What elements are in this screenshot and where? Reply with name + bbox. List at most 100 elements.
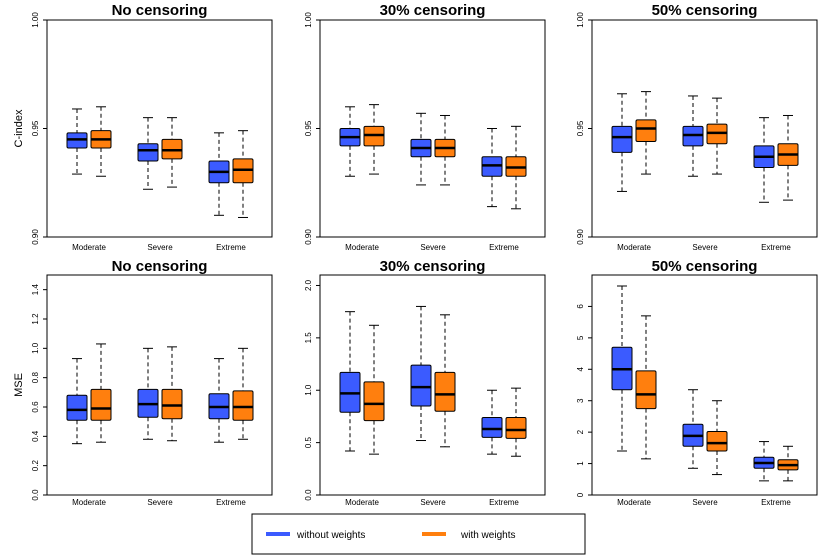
box-body bbox=[481, 416, 503, 438]
box-severe-with-weights bbox=[434, 314, 456, 448]
x-category-label-extreme: Extreme bbox=[216, 498, 246, 507]
panel-5: 50% censoring 0 1 2 3 4 5 6 Moderate Severe Extrem… bbox=[576, 258, 818, 507]
panel-title: 50% censoring bbox=[652, 258, 758, 275]
box-body bbox=[232, 390, 254, 421]
box-body bbox=[363, 381, 385, 422]
box-body bbox=[706, 431, 728, 452]
box-body bbox=[635, 370, 657, 410]
y-tick-label: 0.5 bbox=[304, 437, 313, 449]
x-category-label-moderate: Moderate bbox=[617, 498, 651, 507]
panel-title: 30% censoring bbox=[380, 2, 486, 19]
box-severe-with-weights bbox=[434, 114, 456, 186]
box-body bbox=[137, 143, 159, 162]
box-body bbox=[410, 364, 432, 407]
y-tick-label: 0.95 bbox=[576, 120, 585, 136]
y-tick-label: 1.0 bbox=[31, 342, 40, 354]
panel-title: 50% censoring bbox=[652, 2, 758, 19]
y-tick-label: 0.8 bbox=[31, 372, 40, 384]
box-severe-without-weights bbox=[137, 347, 159, 440]
box-severe-without-weights bbox=[410, 112, 432, 186]
x-category-label-extreme: Extreme bbox=[216, 243, 246, 252]
plot-frame bbox=[591, 274, 818, 496]
panel-title: 30% censoring bbox=[380, 258, 486, 275]
legend-frame bbox=[251, 513, 586, 555]
x-category-label-moderate: Moderate bbox=[345, 498, 379, 507]
y-tick-label: 0.0 bbox=[304, 489, 313, 501]
y-tick-label: 0.90 bbox=[576, 229, 585, 245]
y-tick-label: 1.4 bbox=[31, 284, 40, 296]
legend-label-with-weights: with weights bbox=[460, 530, 515, 541]
box-extreme-with-weights bbox=[505, 387, 527, 457]
box-severe-without-weights bbox=[682, 389, 704, 469]
y-tick-label: 0.0 bbox=[31, 489, 40, 501]
box-moderate-without-weights bbox=[339, 106, 361, 177]
box-extreme-without-weights bbox=[753, 117, 775, 203]
box-severe-with-weights bbox=[706, 97, 728, 175]
x-category-label-extreme: Extreme bbox=[489, 498, 519, 507]
box-severe-without-weights bbox=[682, 95, 704, 177]
box-moderate-with-weights bbox=[635, 91, 657, 175]
box-severe-with-weights bbox=[161, 346, 183, 442]
box-extreme-without-weights bbox=[481, 128, 503, 208]
box-body bbox=[635, 119, 657, 143]
x-category-label-severe: Severe bbox=[420, 498, 446, 507]
panel-1: 30% censoring 0.90 0.95 1.00 Moderate Severe E… bbox=[304, 2, 546, 252]
x-category-label-severe: Severe bbox=[692, 498, 718, 507]
box-extreme-with-weights bbox=[777, 114, 799, 201]
x-category-label-extreme: Extreme bbox=[761, 498, 791, 507]
box-moderate-without-weights bbox=[611, 93, 633, 192]
panel-4: 30% censoring 0.0 0.5 1.0 1.5 2.0 Moderate Seve… bbox=[304, 258, 546, 507]
box-moderate-with-weights bbox=[90, 106, 112, 177]
y-tick-label: 0.90 bbox=[31, 229, 40, 245]
x-category-label-moderate: Moderate bbox=[72, 498, 106, 507]
box-body bbox=[611, 125, 633, 153]
plot-frame bbox=[46, 19, 273, 238]
x-category-label-severe: Severe bbox=[147, 243, 173, 252]
box-extreme-without-weights bbox=[481, 389, 503, 455]
y-tick-label: 0.90 bbox=[304, 229, 313, 245]
legend-label-without-weights: without weights bbox=[296, 530, 365, 541]
box-severe-with-weights bbox=[161, 117, 183, 188]
box-extreme-with-weights bbox=[505, 125, 527, 210]
y-tick-label: 1.00 bbox=[576, 12, 585, 28]
y-tick-label: 1 bbox=[576, 461, 585, 466]
y-tick-label: 5 bbox=[576, 335, 585, 340]
box-extreme-with-weights bbox=[232, 347, 254, 440]
y-tick-label: 0 bbox=[576, 492, 585, 497]
x-category-label-severe: Severe bbox=[420, 243, 446, 252]
box-extreme-with-weights bbox=[232, 130, 254, 218]
box-severe-without-weights bbox=[137, 117, 159, 190]
y-tick-label: 4 bbox=[576, 367, 585, 372]
box-severe-without-weights bbox=[410, 305, 432, 442]
y-tick-label: 0.2 bbox=[31, 460, 40, 472]
panel-title: No censoring bbox=[112, 258, 208, 275]
y-tick-label: 2.0 bbox=[304, 279, 313, 291]
x-category-label-extreme: Extreme bbox=[761, 243, 791, 252]
box-extreme-without-weights bbox=[208, 132, 230, 216]
y-tick-label: 1.5 bbox=[304, 332, 313, 344]
y-tick-label: 6 bbox=[576, 304, 585, 309]
y-tick-label: 1.2 bbox=[31, 313, 40, 325]
x-category-label-extreme: Extreme bbox=[489, 243, 519, 252]
x-category-label-moderate: Moderate bbox=[617, 243, 651, 252]
x-category-label-moderate: Moderate bbox=[345, 243, 379, 252]
box-moderate-with-weights bbox=[635, 315, 657, 460]
y-tick-label: 3 bbox=[576, 398, 585, 403]
box-body bbox=[505, 416, 527, 439]
y-tick-label: 1.0 bbox=[304, 384, 313, 396]
y-tick-label: 1.00 bbox=[304, 12, 313, 28]
y-tick-label: 2 bbox=[576, 429, 585, 434]
x-category-label-severe: Severe bbox=[692, 243, 718, 252]
box-body bbox=[434, 371, 456, 412]
y-axis-label: C-index bbox=[13, 109, 25, 147]
box-body bbox=[66, 394, 88, 421]
box-moderate-without-weights bbox=[66, 108, 88, 175]
y-tick-label: 0.95 bbox=[304, 120, 313, 136]
box-extreme-without-weights bbox=[753, 441, 775, 482]
panel-0: No censoring C-index 0.90 0.95 1.00 Moderate S… bbox=[13, 2, 273, 252]
plot-frame bbox=[46, 274, 273, 496]
box-moderate-with-weights bbox=[363, 104, 385, 175]
panel-2: 50% censoring 0.90 0.95 1.00 Moderate Severe E… bbox=[576, 2, 818, 252]
